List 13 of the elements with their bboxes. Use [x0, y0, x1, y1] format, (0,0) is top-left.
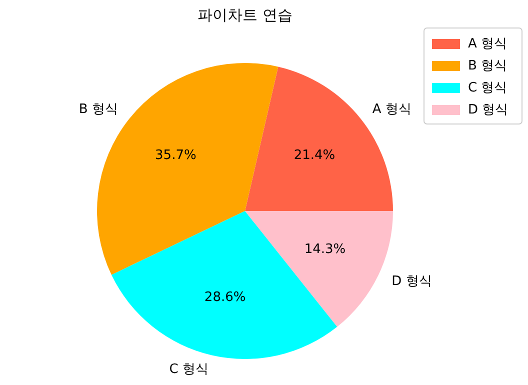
data-label: 35.7%: [155, 148, 196, 164]
legend-label: C 형식: [468, 80, 508, 96]
slice-label: B 형식: [78, 102, 118, 117]
data-label: 21.4%: [294, 148, 336, 164]
legend-label: B 형식: [468, 58, 508, 74]
legend-label: A 형식: [468, 36, 508, 52]
legend-label: D 형식: [468, 102, 508, 118]
data-label: 28.6%: [204, 290, 246, 306]
slice-label: A 형식: [372, 102, 412, 118]
slice-label: D 형식: [392, 274, 432, 290]
chart-title: 파이차트 연습: [198, 6, 292, 24]
slice-label: C 형식: [169, 362, 208, 378]
data-label: 14.3%: [304, 242, 346, 258]
